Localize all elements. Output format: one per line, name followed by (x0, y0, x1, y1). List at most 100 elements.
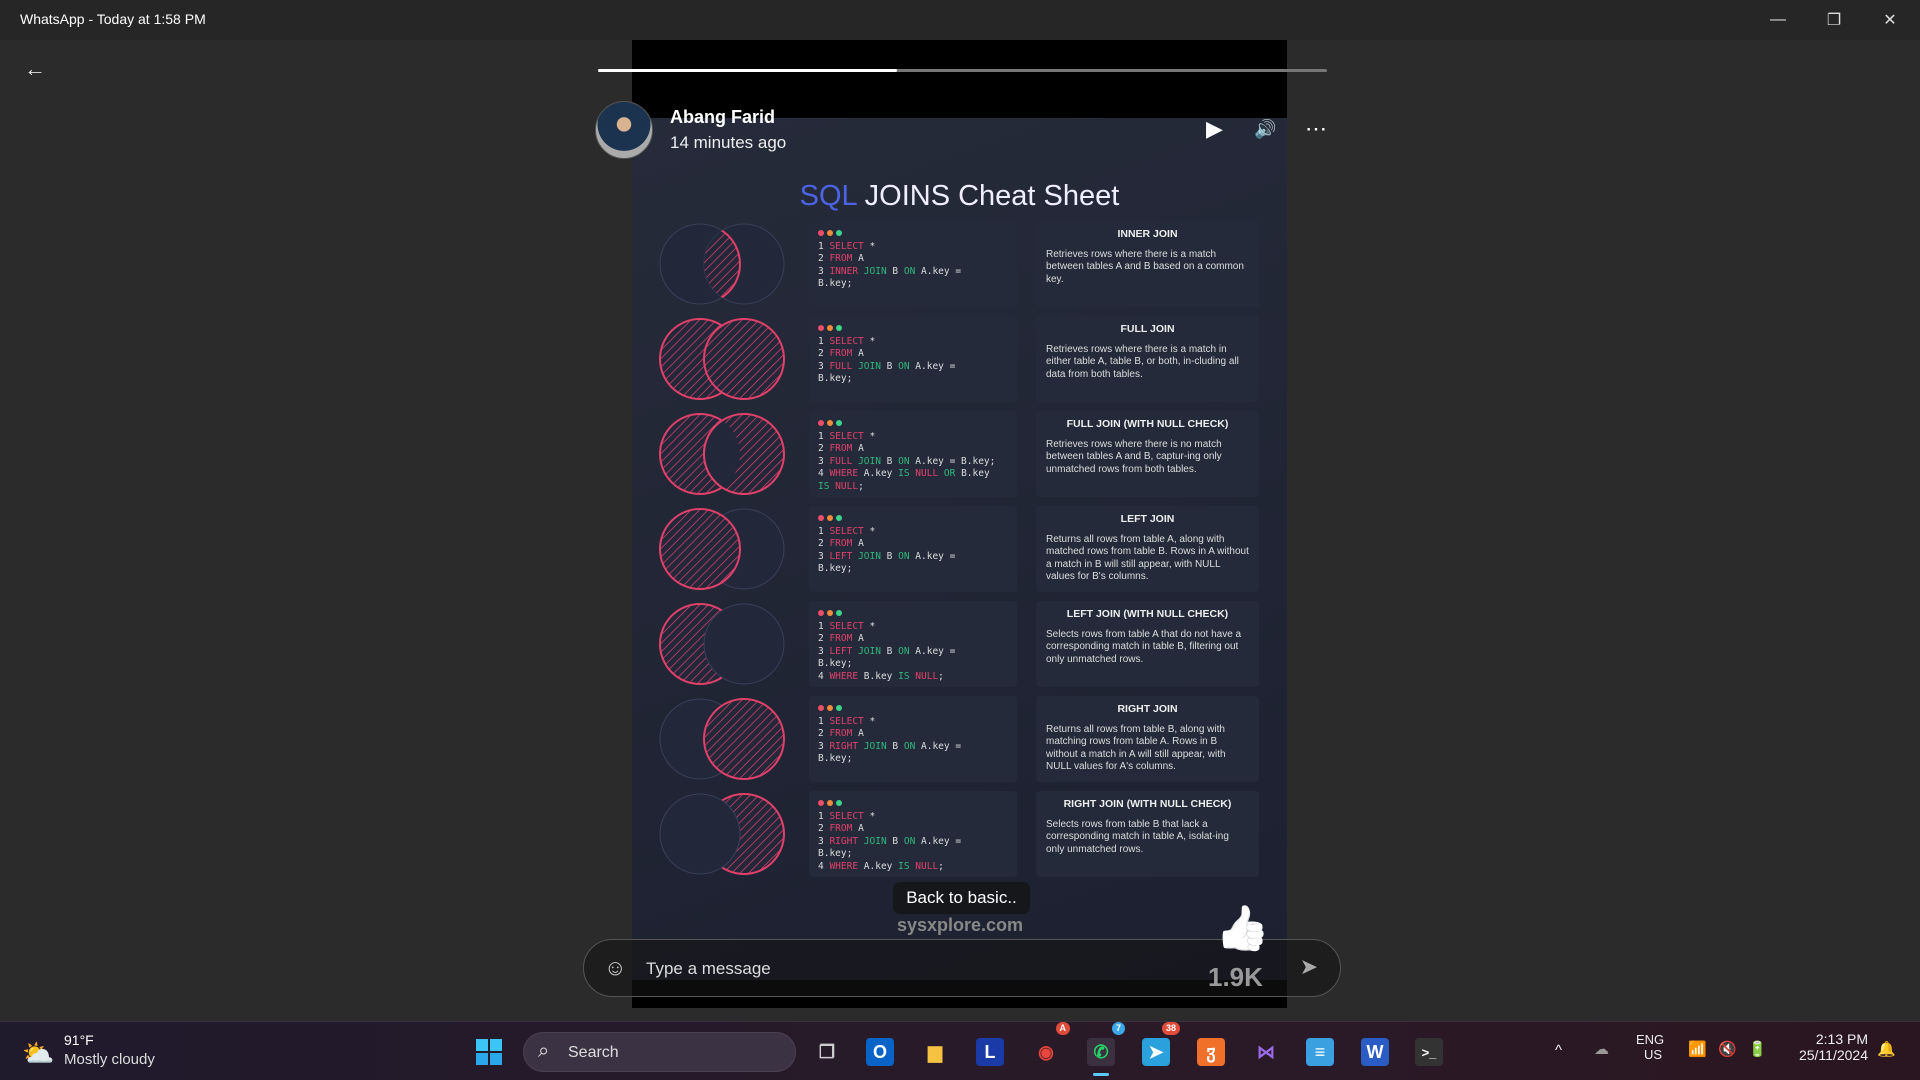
weather-widget[interactable]: ⛅ 91°F Mostly cloudy (22, 1032, 172, 1072)
venn-diagram (659, 508, 785, 590)
story-progress-bar (598, 69, 1327, 72)
code-line: 2 FROM A (818, 538, 864, 549)
code-token: A (852, 538, 864, 549)
emoji-icon[interactable]: ☺ (604, 955, 627, 980)
join-heading: LEFT JOIN (WITH NULL CHECK) (1066, 608, 1229, 620)
taskbar-app-word[interactable]: W (1357, 1034, 1393, 1070)
thumbs-up-icon[interactable]: 👍 (1215, 904, 1270, 953)
code-line: 1 SELECT * (818, 715, 876, 727)
code-token: SELECT (829, 335, 864, 347)
code-token: IS (898, 468, 910, 479)
join-description: INNER JOIN Retrieves rows where there is … (1036, 221, 1259, 307)
code-token: WHERE (829, 670, 859, 682)
join-description: RIGHT JOIN Returns all rows from table B,… (1036, 696, 1259, 782)
code-line: 2 FROM A (818, 728, 864, 739)
taskbar-app-outlook[interactable]: O (862, 1034, 898, 1070)
code-token: FULL (829, 360, 853, 372)
send-icon[interactable]: ➤ (1299, 954, 1318, 979)
code-token: FROM (829, 538, 853, 549)
code-token: B.key; (818, 848, 853, 859)
notification-bell-icon[interactable]: 🔔 (1877, 1041, 1896, 1058)
title-rest: JOINS Cheat Sheet (856, 180, 1120, 212)
code-line: 4 WHERE B.key IS NULL; (818, 670, 944, 682)
play-icon[interactable]: ▶ (1206, 116, 1223, 141)
join-heading: RIGHT JOIN (1117, 703, 1178, 715)
venn-diagram (659, 223, 785, 305)
back-arrow-icon[interactable]: ← (24, 56, 46, 81)
taskbar-search[interactable]: ⌕ Search (523, 1032, 796, 1072)
clock[interactable]: 2:13 PM 25/11/2024 (1782, 1031, 1868, 1063)
code-token: A.key = (915, 265, 962, 277)
code-token: * (863, 430, 876, 442)
code-token: ON (903, 835, 916, 847)
code-token: SELECT (829, 525, 864, 537)
taskbar-app-file-explorer[interactable]: ▆ (917, 1034, 953, 1070)
minimize-button[interactable]: — (1770, 11, 1786, 28)
code-token: A.key = (915, 835, 962, 847)
restore-button[interactable]: ❐ (1826, 12, 1842, 29)
code-token: B (886, 740, 904, 752)
taskbar-app-visual-studio[interactable]: ⋈ (1248, 1034, 1284, 1070)
taskbar-app-telegram[interactable]: ➤ 38 (1138, 1022, 1180, 1070)
code-token: * (863, 240, 876, 252)
code-token: B.key; (818, 753, 853, 764)
code-line: 1 SELECT * (818, 810, 876, 822)
wifi-icon[interactable]: 📶 (1688, 1041, 1707, 1058)
code-line: 1 SELECT * (818, 335, 876, 347)
taskbar-app-notepad[interactable]: ≡ (1302, 1034, 1338, 1070)
avatar[interactable] (595, 101, 653, 159)
window-dots (818, 608, 1008, 621)
window-dots (818, 418, 1008, 431)
weather-condition: Mostly cloudy (64, 1051, 155, 1068)
taskbar-app-task-view[interactable]: ❐ (809, 1034, 845, 1070)
close-button[interactable]: ✕ (1883, 12, 1897, 29)
code-token: * (863, 810, 876, 822)
code-token: NULL (909, 670, 939, 682)
code-token: A (852, 633, 864, 644)
code-token: JOIN (858, 835, 887, 847)
language-indicator[interactable]: ENG US (1636, 1032, 1664, 1062)
taskbar-app-chrome[interactable]: ◉ A (1028, 1022, 1070, 1070)
code-line: 1 SELECT * (818, 240, 876, 252)
taskbar-app-terminal[interactable]: >_ (1411, 1034, 1447, 1070)
code-token: ; (938, 860, 944, 872)
code-line: B.key; (818, 658, 1008, 671)
search-icon: ⌕ (538, 1040, 550, 1062)
message-input[interactable] (646, 954, 1186, 984)
taskbar-app-xampp[interactable]: ჳ (1193, 1034, 1229, 1070)
posted-time: 14 minutes ago (670, 133, 787, 152)
code-line: 3 LEFT JOIN B ON A.key = (818, 550, 956, 562)
clock-time: 2:13 PM (1815, 1031, 1868, 1047)
taskbar-app-l-app[interactable]: L (972, 1034, 1008, 1070)
author-name[interactable]: Abang Farid (670, 107, 776, 127)
code-token: A (852, 728, 864, 739)
code-token: B (880, 455, 899, 467)
battery-icon[interactable]: 🔋 (1748, 1041, 1767, 1058)
code-token: OR (938, 468, 956, 479)
code-token: B (880, 645, 899, 657)
l-app-icon: L (976, 1038, 1004, 1066)
venn-diagram (659, 793, 785, 875)
notepad-icon: ≡ (1306, 1038, 1334, 1066)
code-token: B (880, 360, 899, 372)
code-token: * (863, 715, 876, 727)
code-line: B.key; (818, 753, 1008, 766)
volume-muted-icon[interactable]: 🔇 (1718, 1041, 1737, 1058)
cloud-icon: ⛅ (22, 1038, 55, 1068)
taskbar-app-whatsapp[interactable]: ✆ 7 (1083, 1022, 1125, 1076)
code-token: B.key (955, 468, 990, 479)
more-options-icon[interactable]: ⋯ (1305, 116, 1327, 141)
code-token: SELECT (829, 430, 864, 442)
start-button[interactable] (471, 1034, 507, 1070)
join-text: Selects rows from table A that do not ha… (1046, 628, 1242, 665)
venn-diagram (659, 413, 785, 495)
code-token: * (863, 525, 876, 537)
onedrive-offline-icon[interactable]: ☁ (1594, 1041, 1609, 1058)
volume-icon[interactable]: 🔊 (1254, 119, 1277, 139)
code-token: FROM (829, 443, 853, 454)
show-hidden-icons-chevron[interactable]: ^ (1555, 1042, 1563, 1059)
